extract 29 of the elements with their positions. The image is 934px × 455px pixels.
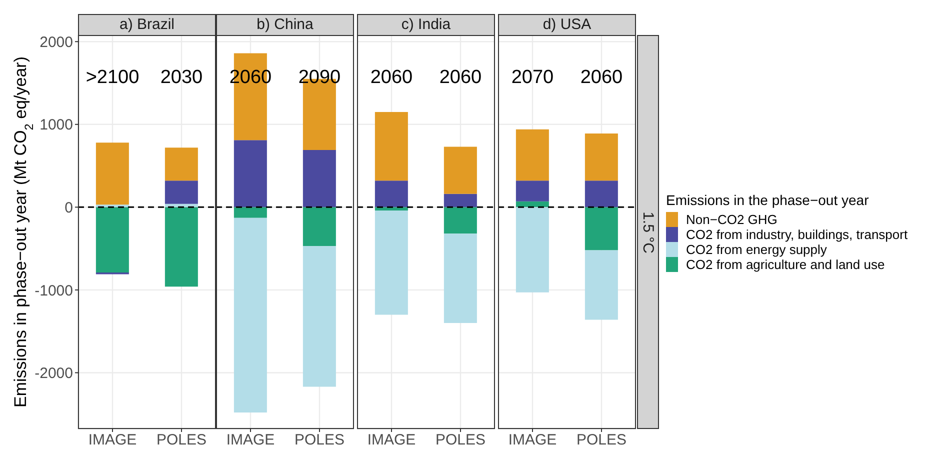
x-tick-label: IMAGE [508,432,557,449]
legend-label: CO2 from energy supply [686,242,827,256]
x-tick-label: IMAGE [226,432,275,449]
legend-label: CO2 from industry, buildings, transport [686,226,908,242]
y-tick-label: 0 [64,199,73,216]
y-tick-label: -1000 [34,282,73,300]
x-tick-label: IMAGE [367,432,416,449]
annotation: 2030 [159,67,204,89]
annotation: 2060 [369,67,414,89]
y-tick-label: 2000 [40,34,73,51]
annotation: 2060 [438,67,483,89]
y-tick-label: 1000 [40,116,73,134]
y-tick-label: -2000 [34,365,73,382]
annotation: 2070 [510,67,555,89]
annotation: >2100 [84,67,140,89]
chart-title: d) USA [498,14,636,36]
chart-title: c) India [357,14,495,36]
legend-title: Emissions in the phase−out year [666,192,870,208]
text: 1.5 °C [640,211,657,253]
x-tick-label: IMAGE [88,432,137,449]
legend-label: Non−CO2 GHG [686,212,778,226]
x-tick-label: POLES [156,432,207,449]
x-tick-label: POLES [576,432,627,449]
x-tick-label: POLES [294,432,345,449]
x-tick-label: POLES [435,432,486,449]
chart-title: b) China [216,14,354,36]
legend-label: CO2 from agriculture and land use [686,256,885,272]
annotation: 2060 [579,67,624,89]
chart-title: a) Brazil [78,14,216,36]
